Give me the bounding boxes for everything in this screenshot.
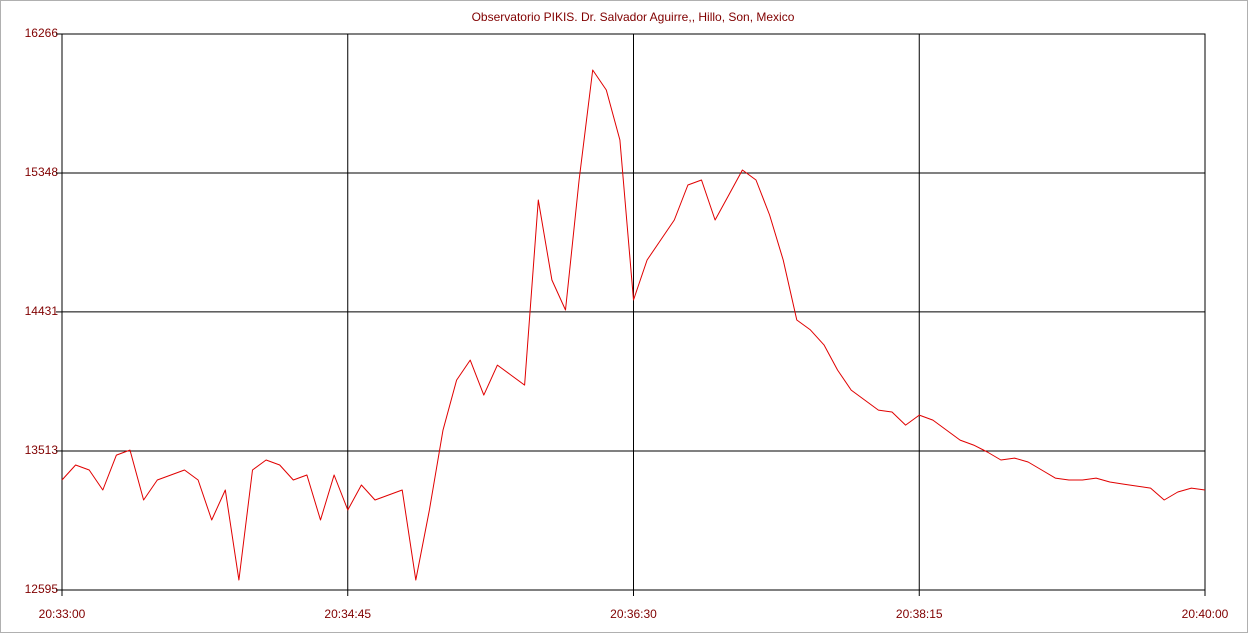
x-tick-label: 20:36:30 (610, 607, 657, 621)
y-tick-label: 15348 (25, 165, 59, 179)
x-tick-label: 20:34:45 (324, 607, 371, 621)
x-tick-label: 20:38:15 (896, 607, 943, 621)
x-tick-label: 20:33:00 (39, 607, 86, 621)
y-tick-label: 13513 (25, 443, 59, 457)
plot-frame (61, 33, 1206, 591)
chart-title: Observatorio PIKIS. Dr. Salvador Aguirre… (472, 10, 795, 24)
y-tick-label: 12595 (25, 582, 59, 596)
data-line (61, 69, 1206, 581)
y-tick-label: 16266 (25, 26, 59, 40)
x-tick-label: 20:40:00 (1182, 607, 1229, 621)
y-tick-label: 14431 (25, 304, 59, 318)
